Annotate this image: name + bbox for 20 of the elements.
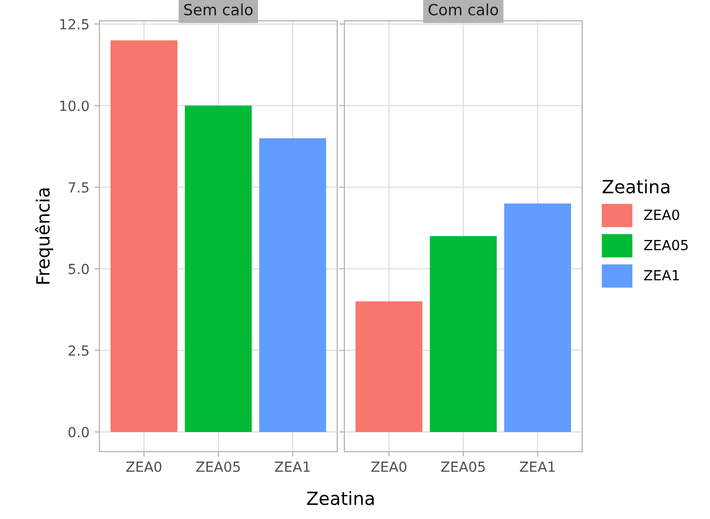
- x-axis-title: Zeatina: [307, 491, 374, 506]
- x-tick-label: ZEA05: [441, 461, 485, 472]
- legend-label: ZEA05: [644, 240, 688, 250]
- y-tick-label: 7.5: [68, 182, 88, 193]
- y-axis-title: Frequência: [35, 188, 54, 284]
- legend-label: ZEA1: [644, 270, 679, 280]
- chart-title: Com calo: [428, 4, 498, 16]
- legend-title: Zeatina: [602, 180, 670, 194]
- y-tick-label: 10.0: [60, 100, 89, 112]
- x-tick-label: ZEA1: [520, 462, 555, 472]
- x-tick-label: ZEA05: [196, 461, 240, 472]
- x-tick-label: ZEA0: [371, 461, 406, 472]
- chart-title: Sem calo: [184, 4, 253, 16]
- y-tick-label: 5.0: [68, 264, 89, 274]
- y-tick-label: 12.5: [60, 18, 88, 30]
- x-tick-label: ZEA0: [126, 461, 162, 472]
- x-tick-label: ZEA1: [274, 462, 310, 472]
- y-tick-label: 0.0: [68, 426, 89, 438]
- legend-label: ZEA0: [644, 210, 680, 220]
- y-tick-label: 2.5: [68, 345, 88, 356]
